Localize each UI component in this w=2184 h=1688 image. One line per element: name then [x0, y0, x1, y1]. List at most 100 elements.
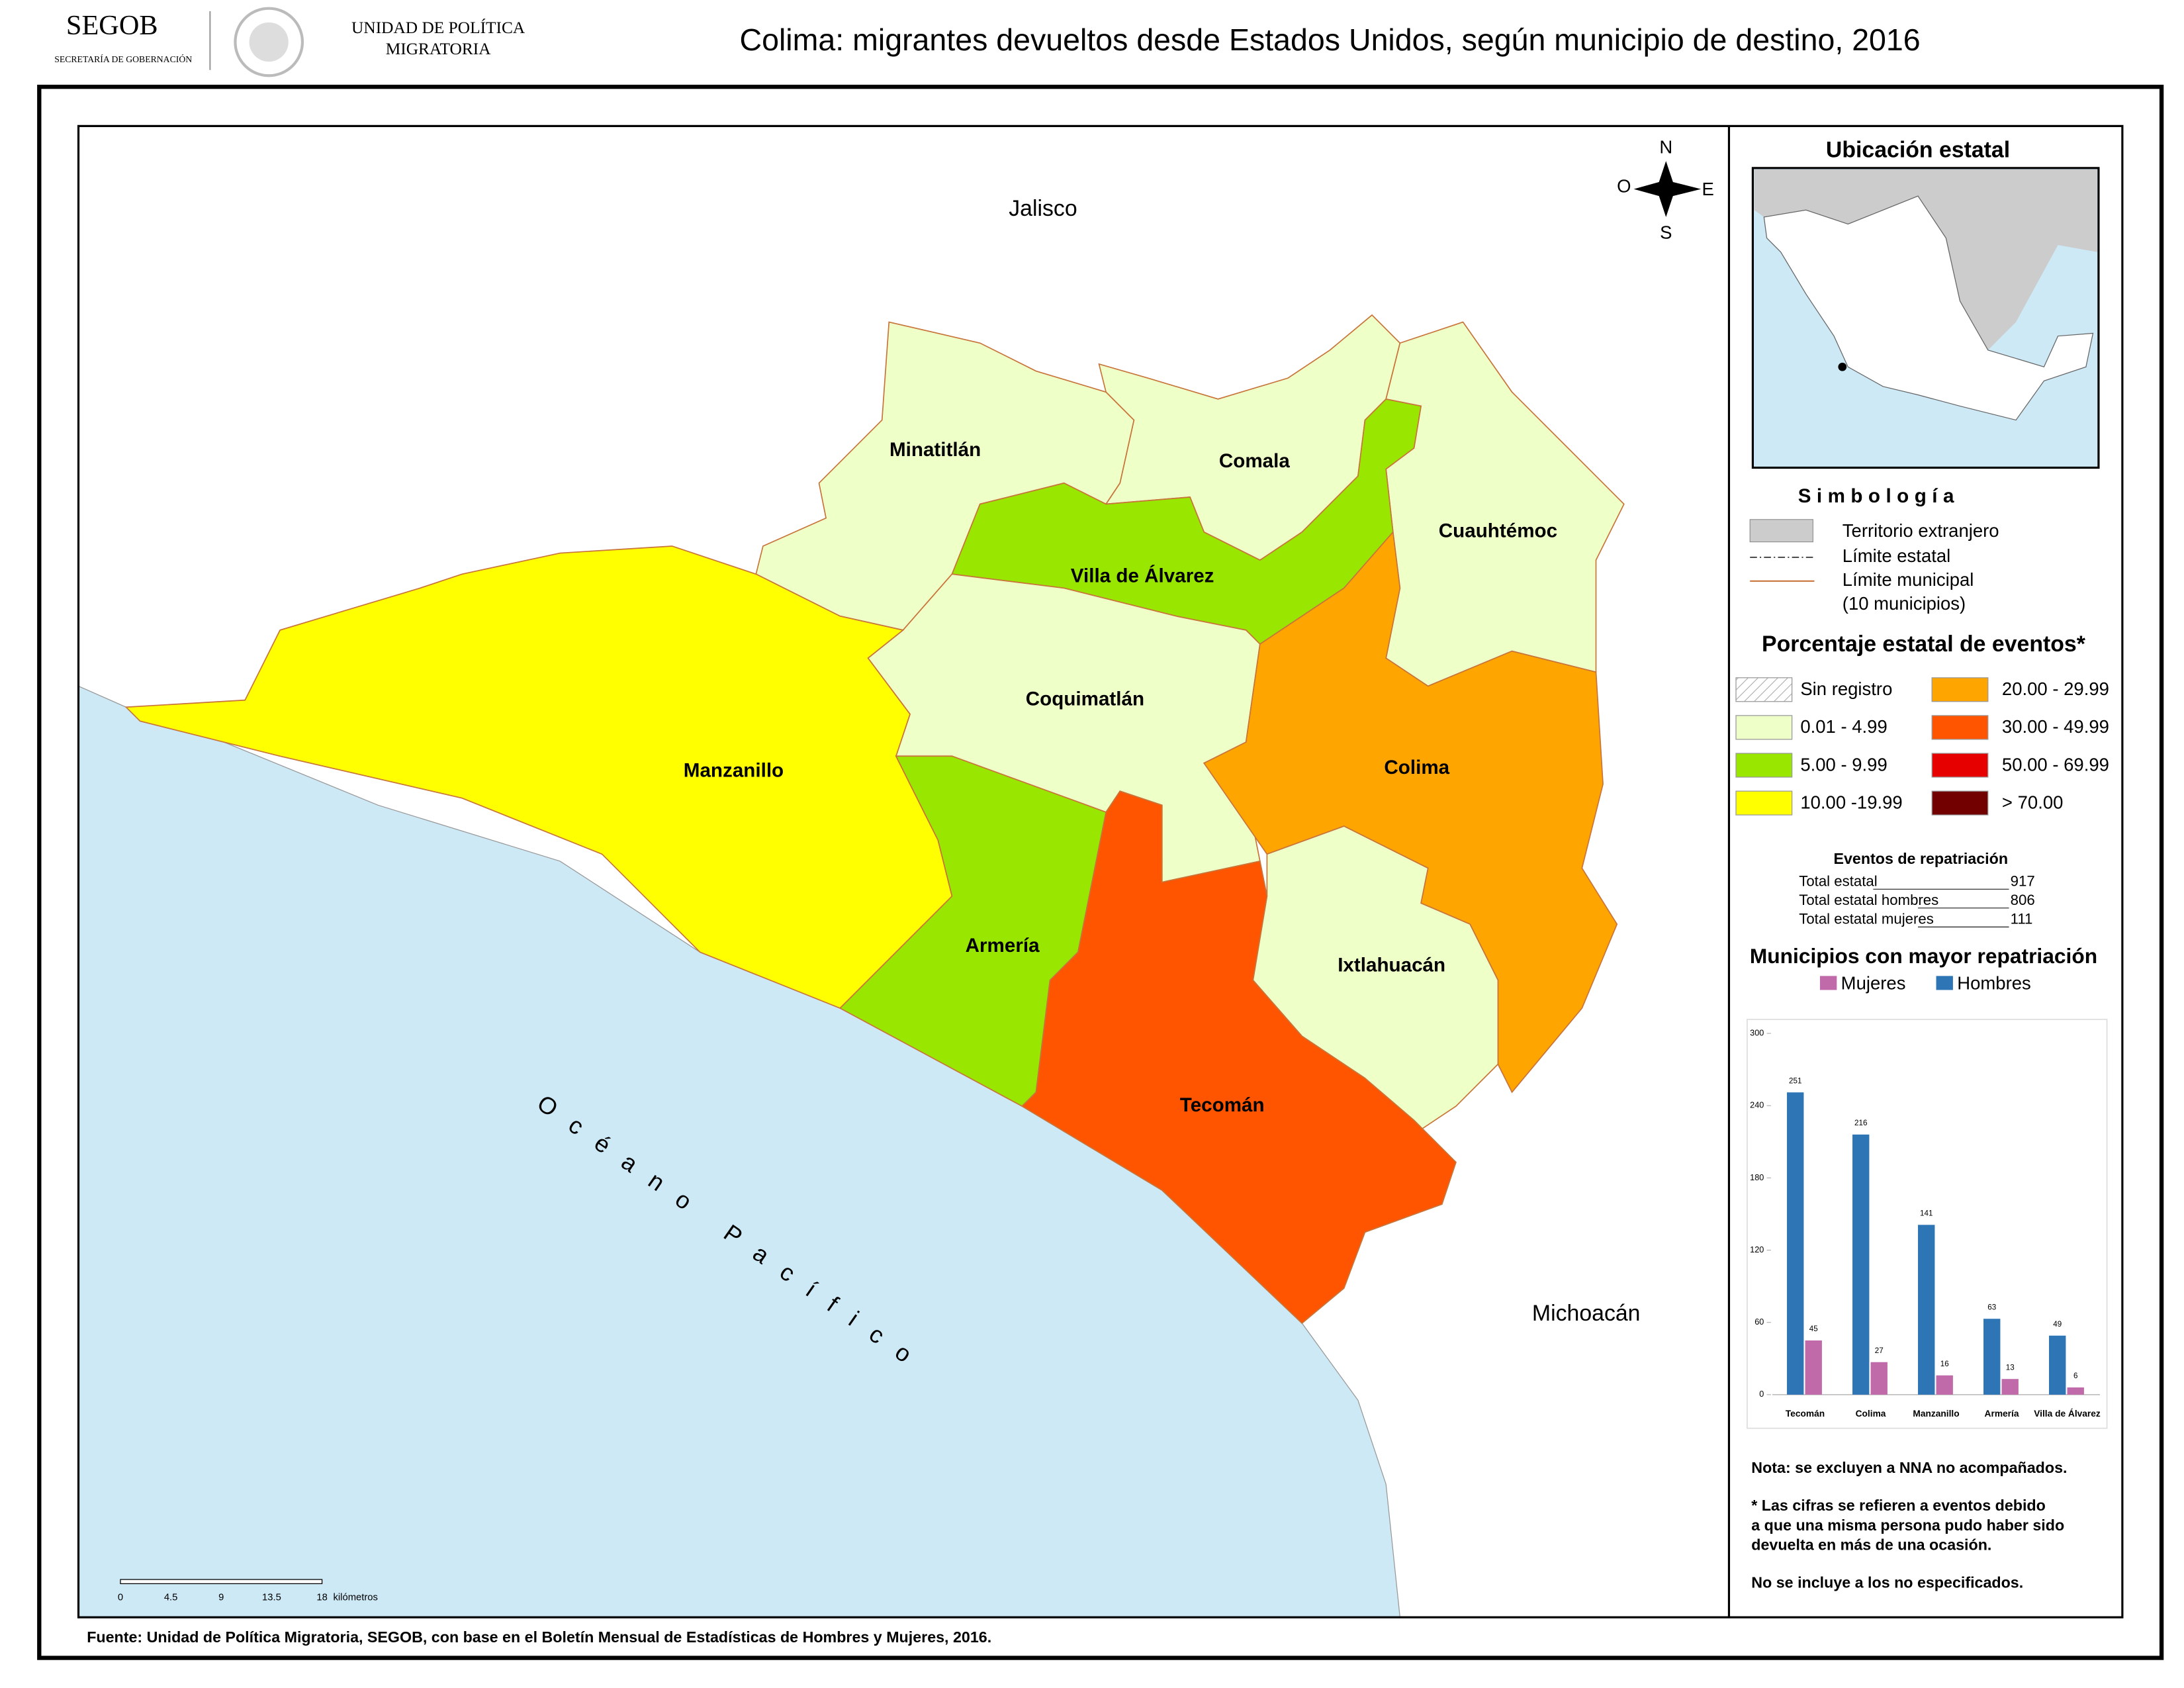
- note: * Las cifras se refieren a eventos debid…: [1751, 1497, 2046, 1514]
- chart-title: Municipios con mayor repatriación: [1750, 944, 2097, 968]
- bar: [2001, 1379, 2019, 1395]
- scale-label: 0: [118, 1592, 123, 1603]
- municipality: [124, 545, 953, 1009]
- value-label: 49: [2053, 1320, 2062, 1329]
- legend-swatch: [1931, 753, 1989, 778]
- symbology-item: Límite estatal: [1843, 545, 1950, 566]
- legend-label: 5.00 - 9.99: [1800, 754, 1887, 774]
- bar: [1918, 1225, 1935, 1395]
- totals-value: 806: [2011, 892, 2035, 908]
- scale-bar: [120, 1579, 323, 1585]
- legend-swatch: [1735, 790, 1793, 816]
- page-title: Colima: migrantes devueltos desde Estado…: [740, 23, 1921, 57]
- note: devuelta en más de una ocasión.: [1751, 1536, 1991, 1553]
- bar: [1936, 1375, 1953, 1395]
- value-label: 45: [1809, 1325, 1818, 1333]
- unit-name: MIGRATORIA: [386, 40, 492, 58]
- municipality-label: Minatitlán: [889, 439, 981, 461]
- municipalities: Minatitlán Comala Cuauhtémoc Villa de Álvar…: [124, 314, 1625, 1325]
- org-logo: SEGOB: [66, 10, 158, 41]
- mexico: [1763, 195, 2094, 421]
- legend-swatch: [1735, 677, 1793, 702]
- value-label: 251: [1789, 1076, 1801, 1085]
- compass-letter: E: [1702, 179, 1714, 199]
- symbology-item: Territorio extranjero: [1843, 520, 1999, 541]
- value-label: 13: [2006, 1363, 2015, 1372]
- legend-title: Porcentaje estatal de eventos*: [1762, 632, 2086, 657]
- value-label: 27: [1875, 1346, 1884, 1355]
- foreign-territory: [1754, 169, 2097, 350]
- legend-label: 0.01 - 4.99: [1800, 716, 1887, 737]
- value-label: 141: [1920, 1209, 1933, 1217]
- legend-swatch: [1931, 715, 1989, 740]
- compass-letter: N: [1659, 136, 1672, 157]
- scale-unit: kilómetros: [334, 1592, 378, 1603]
- value-label: 216: [1854, 1119, 1867, 1127]
- municipality-label: Manzanillo: [684, 759, 784, 781]
- legend-label: 30.00 - 49.99: [2002, 716, 2109, 737]
- note: No se incluye a los no especificados.: [1751, 1574, 2023, 1591]
- legend-label: Sin registro: [1800, 679, 1892, 699]
- source: Fuente: Unidad de Política Migratoria, S…: [87, 1628, 991, 1646]
- totals-label: Total estatal hombres: [1799, 892, 1938, 908]
- symbology-title: Simbología: [1798, 485, 1960, 507]
- legend-label: > 70.00: [2002, 792, 2063, 812]
- side-panel: [77, 124, 2124, 1618]
- totals-value: 917: [2011, 873, 2035, 890]
- scale-label: 4.5: [164, 1592, 178, 1603]
- x-tick-label: Manzanillo: [1913, 1409, 1959, 1419]
- foreign-swatch: [1749, 519, 1813, 543]
- totals-value: 111: [2011, 911, 2033, 927]
- seal-core: [249, 22, 289, 62]
- scale-label: 9: [218, 1592, 224, 1603]
- compass-letter: S: [1660, 222, 1672, 243]
- map-frame: [77, 124, 2124, 1618]
- bar: [1805, 1340, 1822, 1395]
- municipality-label: Villa de Álvarez: [1071, 564, 1214, 586]
- legend-label: 10.00 -19.99: [1800, 792, 1902, 812]
- unit-name: UNIDAD DE POLÍTICA: [351, 19, 525, 37]
- panel-title: Ubicación estatal: [1826, 137, 2010, 162]
- value-label: 16: [1940, 1360, 1949, 1368]
- legend-label: 20.00 - 29.99: [2002, 679, 2109, 699]
- symbology-item: (10 municipios): [1843, 593, 1966, 614]
- legend-swatch: [1931, 677, 1989, 702]
- y-tick-label: 120: [1750, 1245, 1764, 1254]
- neighbor-label: Michoacán: [1532, 1301, 1641, 1326]
- municipality-label: Comala: [1219, 450, 1290, 472]
- legend-swatch: [1819, 976, 1837, 990]
- municipality-label: Tecomán: [1180, 1094, 1265, 1116]
- scale-label: 13.5: [262, 1592, 281, 1603]
- y-tick-label: 300: [1750, 1028, 1764, 1037]
- value-label: 63: [1987, 1303, 1996, 1311]
- legend-swatch: [1936, 976, 1953, 990]
- legend-swatch: [1931, 790, 1989, 816]
- municipality-label: Armería: [966, 935, 1040, 957]
- municipality-label: Coquimatlán: [1026, 688, 1144, 710]
- municipality: [1021, 790, 1457, 1325]
- y-tick-label: 0: [1759, 1389, 1764, 1399]
- totals-title: Eventos de repatriación: [1833, 850, 2008, 867]
- legend-swatch: [1735, 753, 1793, 778]
- header: SEGOB SECRETARÍA DE GOBERNACIÓN UNIDAD D…: [54, 7, 1921, 77]
- compass-rose: [1633, 161, 1702, 217]
- x-tick-label: Colima: [1856, 1409, 1886, 1419]
- x-tick-label: Armería: [1985, 1409, 2019, 1419]
- municipality-label: Ixtlahuacán: [1338, 954, 1445, 976]
- value-label: 6: [2073, 1372, 2077, 1380]
- y-tick-label: 180: [1750, 1173, 1764, 1182]
- colima-locator: [1838, 362, 1847, 371]
- x-tick-label: Tecomán: [1786, 1409, 1825, 1419]
- totals-label: Total estatal mujeres: [1799, 911, 1934, 927]
- symbology-item: Límite municipal: [1843, 569, 1974, 590]
- municipality-label: Colima: [1384, 757, 1449, 778]
- legend-label: 50.00 - 69.99: [2002, 754, 2109, 774]
- bar: [1852, 1134, 1870, 1395]
- scale-label: 18: [316, 1592, 327, 1603]
- totals-label: Total estatal: [1799, 873, 1878, 890]
- bar: [1870, 1362, 1888, 1395]
- y-tick-label: 240: [1750, 1101, 1764, 1110]
- bar: [1983, 1319, 2001, 1395]
- note: a que una misma persona pudo haber sido: [1751, 1517, 2064, 1534]
